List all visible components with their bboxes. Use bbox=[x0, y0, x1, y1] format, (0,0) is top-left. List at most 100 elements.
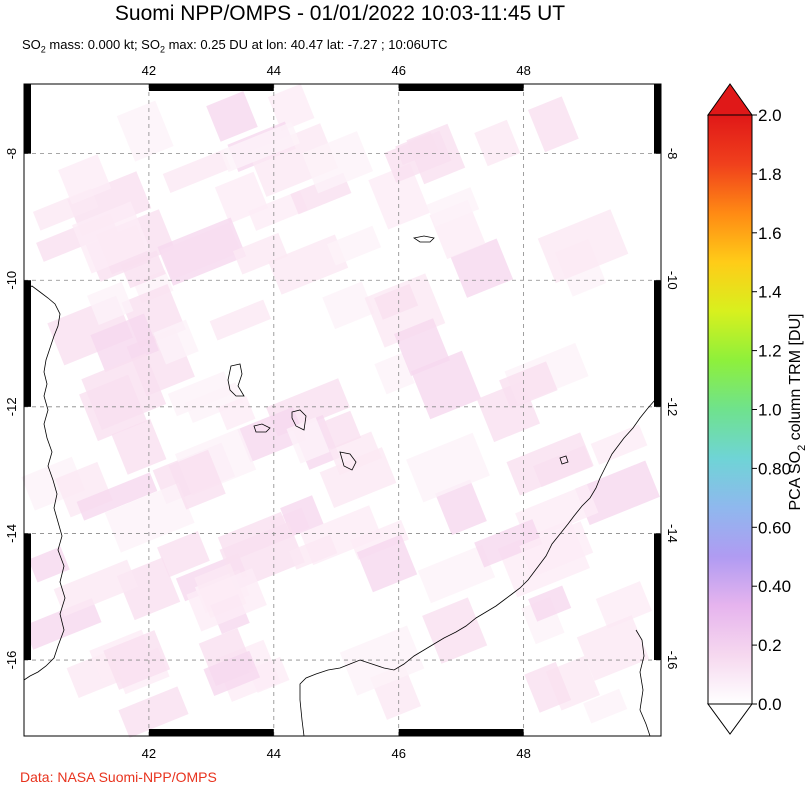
so2-pixel bbox=[576, 615, 650, 681]
so2-pixel bbox=[167, 371, 234, 417]
so2-pixel bbox=[118, 686, 189, 738]
lon-tick-label-top: 46 bbox=[391, 63, 405, 78]
so2-pixel bbox=[209, 299, 272, 341]
so2-pixel bbox=[153, 319, 199, 365]
lon-tick-label-bottom: 48 bbox=[516, 746, 530, 761]
so2-pixel bbox=[81, 353, 167, 430]
island-anjouan bbox=[291, 409, 307, 431]
frame-bar-right bbox=[654, 280, 661, 407]
coast-africa-north bbox=[23, 285, 66, 681]
so2-pixel bbox=[116, 100, 174, 162]
tick-labels: 42 42 44 44 46 46 48 48 -8 -8 -10 -10 -12 -12 -14 -14 -1… bbox=[4, 63, 680, 761]
so2-pixel bbox=[232, 232, 288, 275]
frame-bar-left bbox=[24, 280, 31, 407]
colorbar-tick-label: 0.40 bbox=[758, 577, 791, 596]
so2-pixel bbox=[499, 361, 558, 410]
so2-pixel bbox=[206, 91, 258, 142]
colorbar-ticks: 2.0 1.8 1.6 1.4 1.2 1.0 0.80 0.60 0.40 0.2 0.0 bbox=[752, 106, 791, 714]
frame-bar-bottom bbox=[398, 729, 524, 736]
frame-bar-left bbox=[24, 84, 31, 154]
so2-pixel bbox=[104, 482, 195, 553]
colorbar-title: PCA SO2 column TRM [DU] bbox=[787, 314, 807, 511]
so2-pixel bbox=[319, 447, 397, 508]
so2-pixel bbox=[474, 119, 521, 167]
so2-pixel bbox=[186, 568, 267, 632]
cb-title-sub: 2 bbox=[796, 445, 807, 451]
colorbar-tick-label: 1.2 bbox=[758, 342, 782, 361]
so2-pixel bbox=[71, 201, 151, 274]
so2-pixel bbox=[162, 149, 232, 194]
so2-pixel bbox=[267, 83, 315, 132]
lat-tick-label-right: -10 bbox=[665, 271, 680, 290]
so2-pixel bbox=[326, 225, 382, 266]
so2-pixel bbox=[248, 123, 339, 197]
lon-tick-label-top: 42 bbox=[142, 63, 156, 78]
frame-bar-left bbox=[24, 533, 31, 661]
so2-pixel bbox=[76, 472, 158, 521]
lat-tick-label-right: -12 bbox=[665, 397, 680, 416]
island-moheli bbox=[253, 423, 271, 433]
so2-pixel bbox=[583, 688, 628, 724]
lon-tick-label-top: 44 bbox=[267, 63, 281, 78]
so2-pixel bbox=[157, 217, 247, 286]
colorbar-tick-label: 1.6 bbox=[758, 224, 782, 243]
cb-title-part-1: PCA SO bbox=[787, 451, 804, 511]
coast-madagascar-east bbox=[635, 629, 651, 737]
colorbar-under-triangle bbox=[707, 703, 753, 735]
so2-pixel bbox=[368, 163, 430, 230]
subtitle-sub-1: 2 bbox=[40, 44, 46, 55]
so2-pixel bbox=[248, 190, 308, 231]
gridlines bbox=[24, 84, 661, 736]
so2-pixel bbox=[248, 656, 290, 693]
so2-pixel bbox=[329, 431, 382, 475]
so2-pixel bbox=[217, 396, 256, 431]
lat-tick-label-right: -8 bbox=[665, 148, 680, 160]
so2-pixel bbox=[28, 546, 70, 583]
island-mayotte bbox=[339, 451, 357, 471]
lon-tick-label-top: 48 bbox=[516, 63, 530, 78]
lat-tick-label-left: -10 bbox=[4, 271, 19, 290]
colorbar-over-triangle bbox=[707, 83, 753, 116]
colorbar-tick-label: 0.80 bbox=[758, 459, 791, 478]
lat-tick-label-left: -12 bbox=[4, 397, 19, 416]
so2-pixel bbox=[426, 187, 480, 227]
frame-bar-right bbox=[654, 533, 661, 661]
frame-bar-top bbox=[398, 84, 524, 91]
so2-pixel bbox=[339, 625, 425, 696]
so2-pixel bbox=[237, 406, 307, 463]
subtitle-sub-2: 2 bbox=[159, 44, 165, 55]
so2-pixel bbox=[406, 432, 490, 503]
so2-pixel bbox=[120, 250, 166, 289]
so2-pixel bbox=[394, 318, 450, 376]
so2-pixel bbox=[219, 121, 301, 173]
frame-bar-bottom bbox=[148, 729, 274, 736]
colorbar-tick-label: 1.0 bbox=[758, 401, 782, 420]
so2-pixel bbox=[595, 581, 652, 629]
lat-tick-label-left: -8 bbox=[4, 148, 19, 160]
so2-pixel bbox=[217, 511, 292, 563]
lat-tick-label-left: -16 bbox=[4, 651, 19, 670]
so2-pixel bbox=[528, 585, 572, 622]
so2-pixel bbox=[356, 534, 418, 593]
lon-tick-label-bottom: 44 bbox=[267, 746, 281, 761]
so2-pixel bbox=[319, 410, 362, 450]
so2-pixel bbox=[157, 530, 210, 578]
subtitle-part-3: max: 0.25 DU at lon: 40.47 lat: -7.27 ; … bbox=[164, 37, 448, 52]
colorbar-tick-label: 0.2 bbox=[758, 636, 782, 655]
so2-pixel bbox=[374, 283, 419, 320]
coast-madagascar bbox=[299, 399, 656, 737]
subtitle-part-1: SO bbox=[22, 37, 41, 52]
map-border bbox=[23, 83, 662, 737]
coastline-layer bbox=[23, 235, 656, 737]
map-title: Suomi NPP/OMPS - 01/01/2022 10:03-11:45 … bbox=[114, 2, 566, 25]
frame-bar-right bbox=[654, 84, 661, 154]
cb-title-part-2: column TRM [DU] bbox=[787, 314, 804, 445]
colorbar-tick-label: 1.8 bbox=[758, 165, 782, 184]
so2-pixel bbox=[384, 130, 452, 183]
lon-tick-label-bottom: 46 bbox=[391, 746, 405, 761]
colorbar-tick-label: 0.60 bbox=[758, 518, 791, 537]
so2-pixel bbox=[286, 417, 330, 464]
island-nosy-be bbox=[559, 455, 569, 465]
